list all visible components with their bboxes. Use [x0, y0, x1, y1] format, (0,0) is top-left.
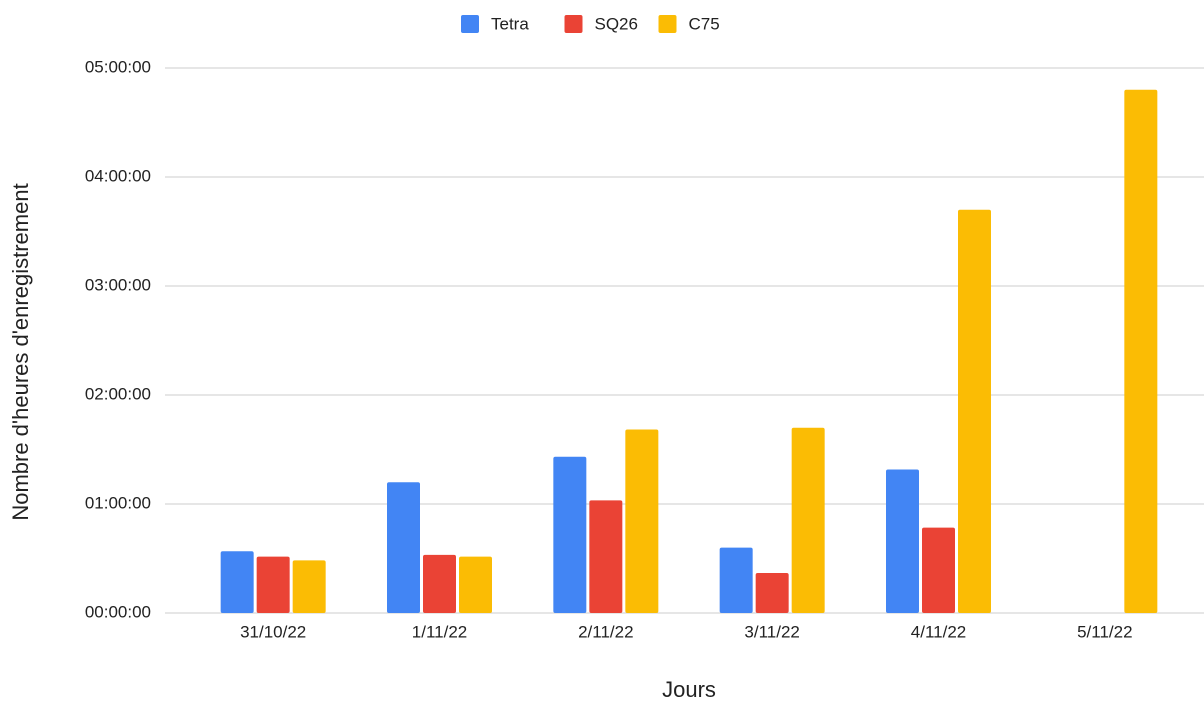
- bar: [625, 429, 659, 613]
- legend-label: C75: [689, 14, 720, 33]
- bar: [589, 500, 623, 613]
- bar: [256, 556, 290, 613]
- y-tick-label: 03:00:00: [85, 275, 151, 294]
- bar: [459, 556, 492, 613]
- bar: [553, 456, 587, 613]
- x-tick-label: 2/11/22: [578, 622, 633, 641]
- bar: [922, 527, 955, 613]
- legend-label: Tetra: [491, 14, 529, 33]
- x-tick-label: 31/10/22: [240, 622, 306, 641]
- y-axis-title: Nombre d'heures d'enregistrement: [8, 183, 33, 520]
- y-tick-label: 04:00:00: [85, 166, 151, 185]
- legend-swatch: [564, 15, 583, 33]
- legend-label: SQ26: [595, 14, 638, 33]
- x-axis-title: Jours: [662, 677, 716, 702]
- bar: [958, 209, 991, 613]
- x-tick-label: 5/11/22: [1077, 622, 1132, 641]
- legend-swatch: [658, 15, 677, 33]
- y-tick-label: 01:00:00: [85, 493, 151, 512]
- bar: [292, 560, 326, 613]
- x-tick-label: 1/11/22: [412, 622, 467, 641]
- x-tick-label: 4/11/22: [911, 622, 966, 641]
- legend-swatch: [461, 15, 479, 33]
- bar: [423, 554, 456, 613]
- bar: [886, 469, 919, 613]
- bar: [1124, 89, 1158, 614]
- x-tick-label: 3/11/22: [744, 622, 799, 641]
- y-tick-label: 02:00:00: [85, 384, 151, 403]
- bar: [387, 482, 420, 613]
- bar: [755, 573, 789, 613]
- bar: [791, 427, 825, 613]
- y-tick-label: 00:00:00: [85, 602, 151, 621]
- y-tick-label: 05:00:00: [85, 57, 151, 76]
- bar: [220, 551, 254, 613]
- bar: [719, 547, 753, 613]
